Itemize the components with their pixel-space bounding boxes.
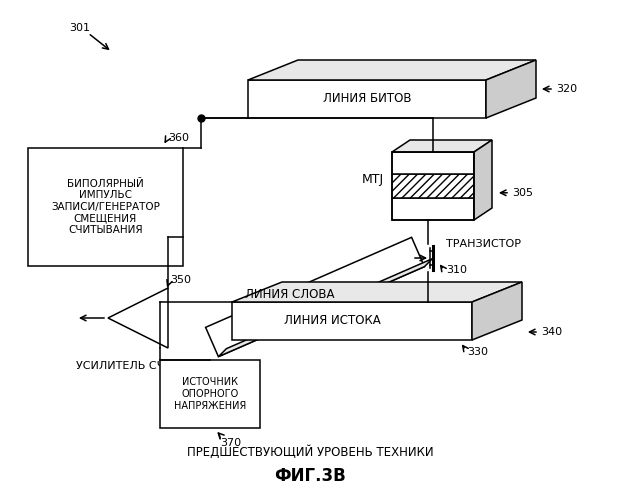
- Text: ФИГ.3В: ФИГ.3В: [274, 467, 346, 485]
- Polygon shape: [248, 60, 536, 80]
- Polygon shape: [486, 60, 536, 118]
- Text: БИПОЛЯРНЫЙ
ИМПУЛЬС
ЗАПИСИ/ГЕНЕРАТОР
СМЕЩЕНИЯ
СЧИТЫВАНИЯ: БИПОЛЯРНЫЙ ИМПУЛЬС ЗАПИСИ/ГЕНЕРАТОР СМЕЩ…: [51, 179, 160, 235]
- Text: 305: 305: [512, 188, 533, 198]
- Polygon shape: [206, 238, 425, 356]
- Text: ЛИНИЯ ИСТОКА: ЛИНИЯ ИСТОКА: [285, 314, 381, 328]
- Text: 360: 360: [168, 133, 189, 143]
- Polygon shape: [392, 174, 474, 198]
- Text: ПРЕДШЕСТВУЮЩИЙ УРОВЕНЬ ТЕХНИКИ: ПРЕДШЕСТВУЮЩИЙ УРОВЕНЬ ТЕХНИКИ: [187, 445, 433, 459]
- Text: ТРАНЗИСТОР: ТРАНЗИСТОР: [446, 239, 521, 249]
- Text: ЛИНИЯ СЛОВА: ЛИНИЯ СЛОВА: [246, 288, 335, 302]
- Text: 370: 370: [220, 438, 241, 448]
- Polygon shape: [474, 140, 492, 220]
- Text: 320: 320: [556, 84, 577, 94]
- Text: MTJ: MTJ: [362, 172, 384, 186]
- Polygon shape: [218, 258, 432, 356]
- Polygon shape: [392, 152, 474, 174]
- FancyBboxPatch shape: [28, 148, 183, 266]
- Polygon shape: [392, 140, 492, 152]
- Text: УСИЛИТЕЛЬ СЧИТЫВАНИЯ: УСИЛИТЕЛЬ СЧИТЫВАНИЯ: [76, 361, 229, 371]
- Text: 340: 340: [541, 327, 562, 337]
- Polygon shape: [392, 198, 474, 220]
- Text: 350: 350: [170, 275, 191, 285]
- FancyBboxPatch shape: [160, 360, 260, 428]
- Text: 330: 330: [467, 347, 488, 357]
- Polygon shape: [472, 282, 522, 340]
- Polygon shape: [248, 80, 486, 118]
- Polygon shape: [232, 282, 522, 302]
- Polygon shape: [108, 288, 168, 348]
- Text: 310: 310: [446, 265, 467, 275]
- Text: ИСТОЧНИК
ОПОРНОГО
НАПРЯЖЕНИЯ: ИСТОЧНИК ОПОРНОГО НАПРЯЖЕНИЯ: [174, 378, 246, 410]
- Text: 301: 301: [69, 23, 91, 33]
- Text: ЛИНИЯ БИТОВ: ЛИНИЯ БИТОВ: [323, 92, 411, 106]
- Polygon shape: [232, 302, 472, 340]
